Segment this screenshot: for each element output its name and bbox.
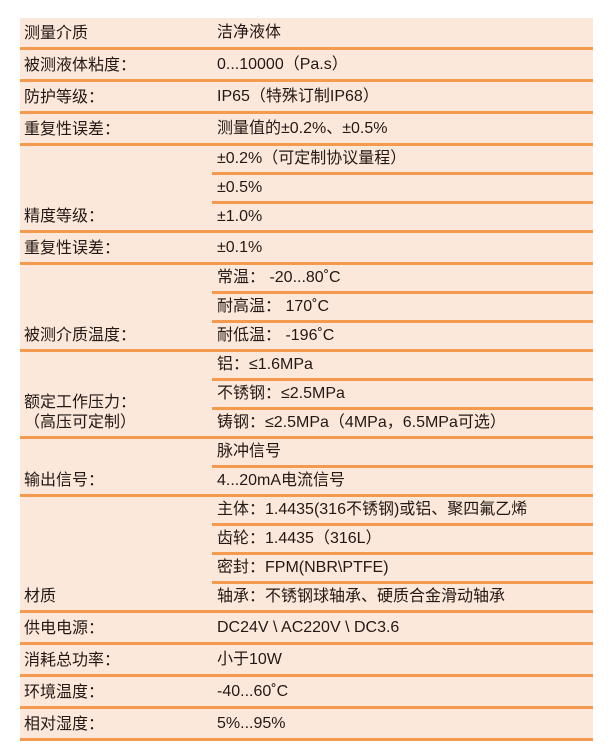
spec-value: 常温： -20...80˚C [212,263,593,294]
spec-value: 主体：1.4435(316不锈钢)或铝、聚四氟乙烯 [212,495,593,526]
spec-value: 耐低温： -196˚C [212,321,593,352]
spec-value: 小于10W [212,643,593,677]
spec-label: 被测介质温度： [20,263,212,352]
spec-label: 供电电源： [20,611,212,645]
table-row: 重复性误差： ±0.1% [20,231,593,265]
table-row: 不锈钢：≤2.5MPa [20,379,593,410]
spec-value: 洁净液体 [212,18,593,50]
table-row: 环境温度： -40...60˚C [20,675,593,709]
table-row: 额定工作压力： （高压可定制） 铝：≤1.6MPa [20,350,593,439]
table-row: 齿轮：1.4435（316L） [20,524,593,555]
spec-value: DC24V \ AC220V \ DC3.6 [212,611,593,645]
table-row: 供电电源： DC24V \ AC220V \ DC3.6 [20,611,593,645]
spec-value: 耐高温： 170˚C [212,292,593,323]
table-row: 重复性误差： 测量值的±0.2%、±0.5% [20,112,593,146]
spec-value: 铝：≤1.6MPa [212,350,593,381]
table-row: 输出信号： 脉冲信号 [20,437,593,497]
spec-label: 材质 [20,495,212,613]
table-row: 密封：FPM(NBR\PTFE) [20,553,593,584]
spec-label: 精度等级： [20,144,212,233]
table-row: ±0.5% [20,173,593,204]
spec-table: 测量介质 洁净液体 被测液体粘度： 0...10000（Pa.s） 防护等级： IP65（… [20,18,593,741]
table-row: 相对湿度： 5%...95% [20,707,593,741]
spec-label: 被测液体粘度： [20,48,212,82]
spec-value: 不锈钢：≤2.5MPa [212,379,593,410]
table-row: 被测液体粘度： 0...10000（Pa.s） [20,48,593,82]
spec-value: 0...10000（Pa.s） [212,48,593,82]
spec-value: 密封：FPM(NBR\PTFE) [212,553,593,584]
spec-value: 轴承：不锈钢球轴承、硬质合金滑动轴承 [212,582,593,613]
table-row: 4...20mA电流信号 [20,466,593,497]
spec-label: 消耗总功率： [20,643,212,677]
spec-value: ±0.1% [212,231,593,265]
table-row: 精度等级： ±0.2%（可定制协议量程） [20,144,593,233]
spec-value: -40...60˚C [212,675,593,709]
spec-label: 输出信号： [20,437,212,497]
spec-value: ±0.5% [212,173,593,204]
table-row: 铸钢：≤2.5MPa（4MPa，6.5MPa可选） [20,408,593,439]
table-row: ±1.0% [20,202,593,233]
spec-label: 环境温度： [20,675,212,709]
table-row: 防护等级： IP65（特殊订制IP68） [20,80,593,114]
table-row: 轴承：不锈钢球轴承、硬质合金滑动轴承 [20,582,593,613]
table-row: 耐高温： 170˚C [20,292,593,323]
spec-label: 相对湿度： [20,707,212,741]
spec-value: IP65（特殊订制IP68） [212,80,593,114]
spec-value: 5%...95% [212,707,593,741]
spec-value: 4...20mA电流信号 [212,466,593,497]
spec-value: 测量值的±0.2%、±0.5% [212,112,593,146]
spec-label: 防护等级： [20,80,212,114]
spec-label: 重复性误差： [20,231,212,265]
spec-label: 额定工作压力： （高压可定制） [20,350,212,439]
spec-label: 重复性误差： [20,112,212,146]
spec-value: ±1.0% [212,202,593,233]
spec-value: ±0.2%（可定制协议量程） [212,144,593,175]
table-row: 被测介质温度： 常温： -20...80˚C [20,263,593,352]
spec-value: 齿轮：1.4435（316L） [212,524,593,555]
table-row: 消耗总功率： 小于10W [20,643,593,677]
table-row: 耐低温： -196˚C [20,321,593,352]
spec-value: 脉冲信号 [212,437,593,468]
table-row: 材质 主体：1.4435(316不锈钢)或铝、聚四氟乙烯 [20,495,593,613]
table-row: 测量介质 洁净液体 [20,18,593,50]
spec-value: 铸钢：≤2.5MPa（4MPa，6.5MPa可选） [212,408,593,439]
spec-label: 测量介质 [20,18,212,50]
